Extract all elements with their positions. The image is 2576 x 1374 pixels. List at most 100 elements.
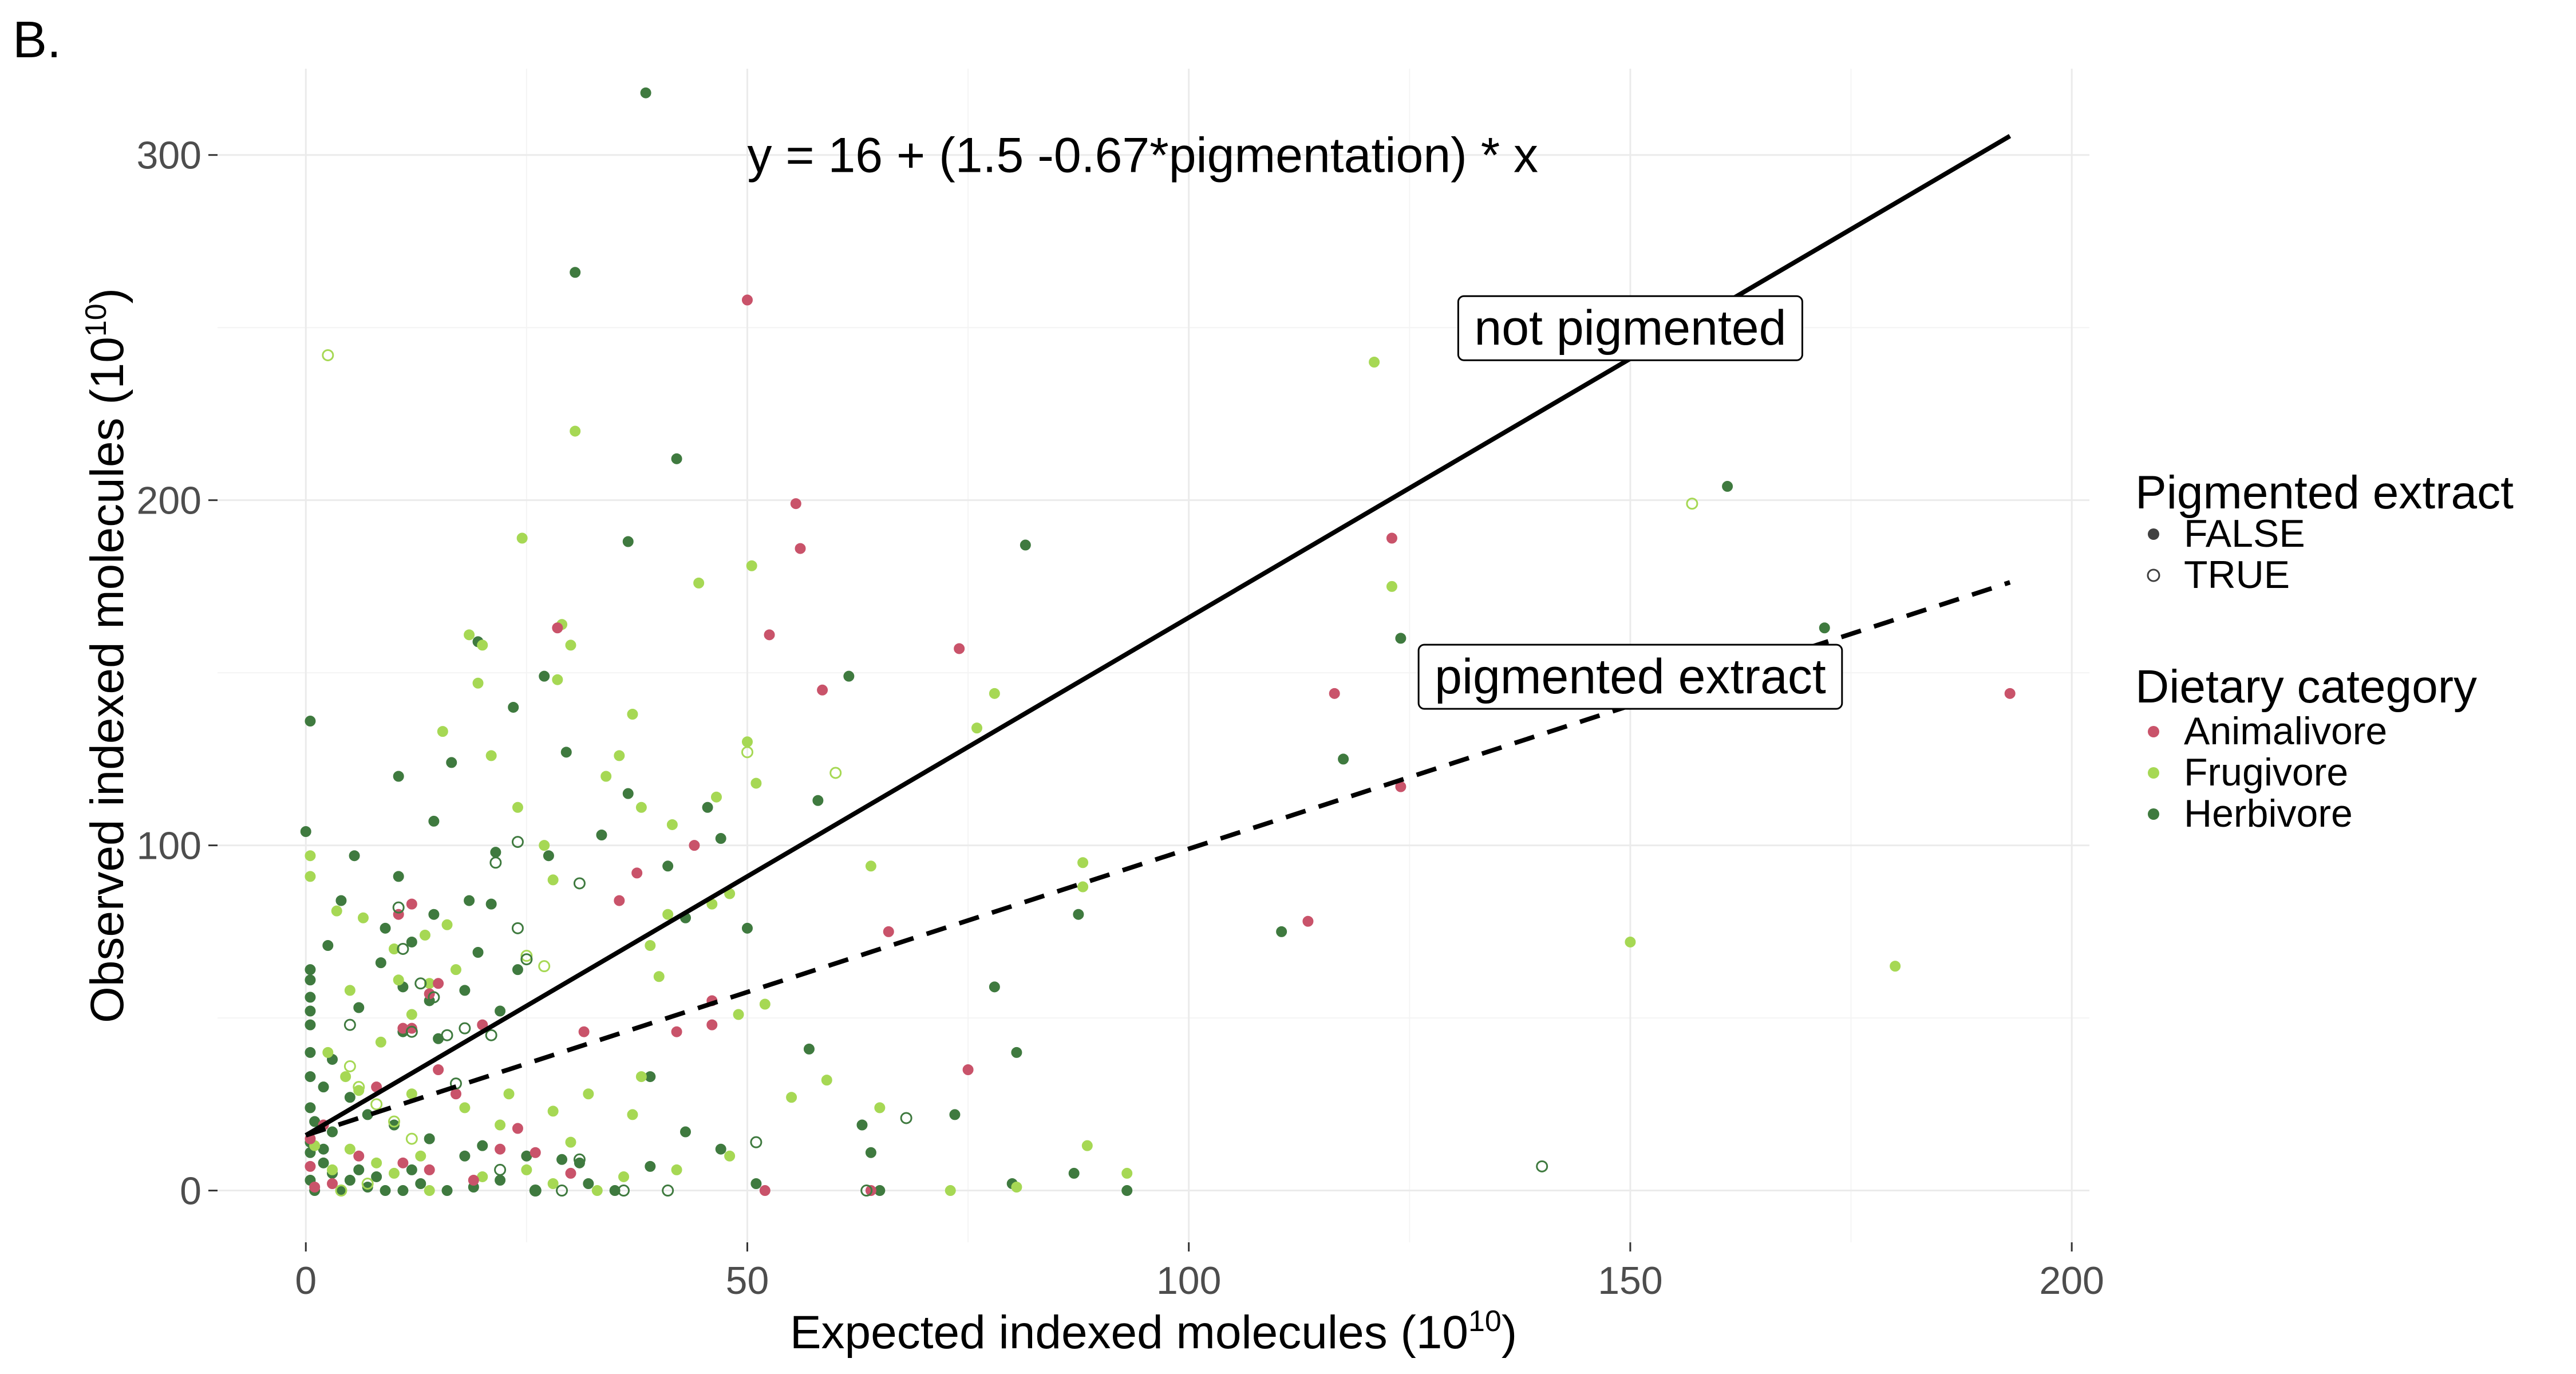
point-frugivore [759, 998, 771, 1010]
point-animalivore [512, 1123, 523, 1134]
point-frugivore [464, 629, 475, 641]
point-frugivore [724, 1150, 736, 1162]
point-frugivore [388, 1167, 400, 1179]
line-label-pigmented: pigmented extract [1417, 643, 1843, 710]
point-frugivore [327, 1164, 338, 1175]
point-animalivore [327, 1178, 338, 1189]
point-herbivore [1020, 539, 1031, 551]
point-frugivore [450, 964, 461, 976]
point-herbivore [472, 947, 484, 958]
point-pigmented-herbivore [529, 1185, 542, 1197]
line-label-box [1417, 643, 1843, 710]
x-axis-title: Expected indexed molecules (1010) [790, 1305, 1517, 1359]
point-herbivore [397, 1185, 409, 1197]
regression-lines [305, 134, 2012, 1138]
point-frugivore [635, 802, 647, 813]
point-herbivore [353, 1002, 365, 1013]
point-herbivore [388, 1119, 400, 1131]
point-herbivore [508, 701, 519, 713]
point-frugivore [786, 1092, 797, 1103]
point-frugivore [358, 912, 369, 923]
point-pigmented-herbivore [511, 836, 524, 848]
point-animalivore [309, 1182, 321, 1193]
point-herbivore [322, 939, 334, 951]
point-pigmented-frugivore [322, 349, 334, 361]
point-herbivore [583, 1178, 594, 1189]
point-herbivore [662, 860, 674, 872]
point-herbivore [318, 1081, 329, 1093]
point-herbivore [1395, 633, 1406, 644]
point-herbivore [1338, 753, 1349, 765]
point-pigmented-frugivore [370, 1098, 383, 1111]
point-frugivore [1011, 1182, 1022, 1193]
point-animalivore [406, 898, 417, 910]
point-herbivore [459, 985, 471, 996]
point-herbivore [428, 909, 440, 920]
point-herbivore [305, 1071, 316, 1083]
point-herbivore [380, 1185, 391, 1197]
point-animalivore [759, 1185, 771, 1197]
point-pigmented-herbivore [489, 856, 502, 869]
point-frugivore [419, 929, 430, 941]
point-herbivore [380, 922, 391, 934]
legend-label-herbivore: Herbivore [2184, 792, 2353, 835]
legend-label-frugivore: Frugivore [2184, 751, 2348, 794]
point-pigmented-frugivore [1686, 498, 1698, 510]
point-frugivore [547, 1178, 559, 1189]
point-herbivore [750, 1178, 762, 1189]
y-tick-label: 0 [180, 1170, 202, 1213]
point-pigmented-frugivore [361, 1178, 374, 1190]
point-frugivore [627, 709, 638, 720]
point-animalivore [433, 1064, 444, 1076]
y-axis-title-close: ) [81, 288, 133, 303]
point-herbivore [741, 922, 753, 934]
point-animalivore [530, 1147, 541, 1158]
point-herbivore [393, 871, 404, 882]
point-frugivore [322, 1047, 334, 1058]
point-frugivore [331, 905, 342, 917]
point-frugivore [371, 1157, 382, 1168]
point-herbivore [495, 1174, 506, 1186]
point-animalivore [353, 1150, 365, 1162]
point-herbivore [327, 1126, 338, 1138]
legend-key-frugivore [2148, 767, 2159, 779]
point-herbivore [349, 850, 360, 862]
point-pigmented-herbivore [405, 1025, 418, 1038]
not-pigmented-regression-line [305, 134, 2012, 1138]
point-frugivore [1121, 1167, 1133, 1179]
point-herbivore [362, 1109, 373, 1120]
point-frugivore [424, 1185, 435, 1197]
y-tick-label: 300 [137, 134, 202, 177]
point-herbivore [477, 1140, 488, 1151]
point-frugivore [733, 1009, 744, 1020]
point-pigmented-herbivore [900, 1112, 912, 1124]
point-herbivore [1276, 926, 1287, 937]
point-frugivore [1077, 881, 1089, 893]
point-herbivore [556, 1154, 568, 1165]
point-animalivore [450, 1088, 461, 1100]
point-frugivore [989, 688, 1000, 699]
point-herbivore [344, 1092, 355, 1103]
point-herbivore [464, 895, 475, 906]
point-frugivore [521, 1164, 532, 1175]
point-herbivore [560, 747, 572, 758]
point-frugivore [1386, 581, 1397, 592]
point-herbivore [305, 1019, 316, 1030]
point-herbivore [574, 1157, 585, 1168]
point-herbivore [1722, 481, 1733, 492]
point-herbivore [645, 1160, 656, 1172]
point-frugivore [344, 985, 355, 996]
point-herbivore [485, 898, 497, 910]
point-pigmented-herbivore [392, 901, 405, 914]
point-herbivore [415, 1178, 426, 1189]
point-frugivore [653, 971, 665, 982]
point-animalivore [424, 1164, 435, 1175]
point-herbivore [1068, 1167, 1080, 1179]
point-animalivore [406, 1022, 417, 1034]
point-frugivore [1369, 357, 1380, 368]
point-frugivore [406, 1009, 417, 1020]
point-herbivore [424, 1133, 435, 1144]
point-frugivore [388, 943, 400, 954]
point-herbivore [570, 267, 581, 278]
